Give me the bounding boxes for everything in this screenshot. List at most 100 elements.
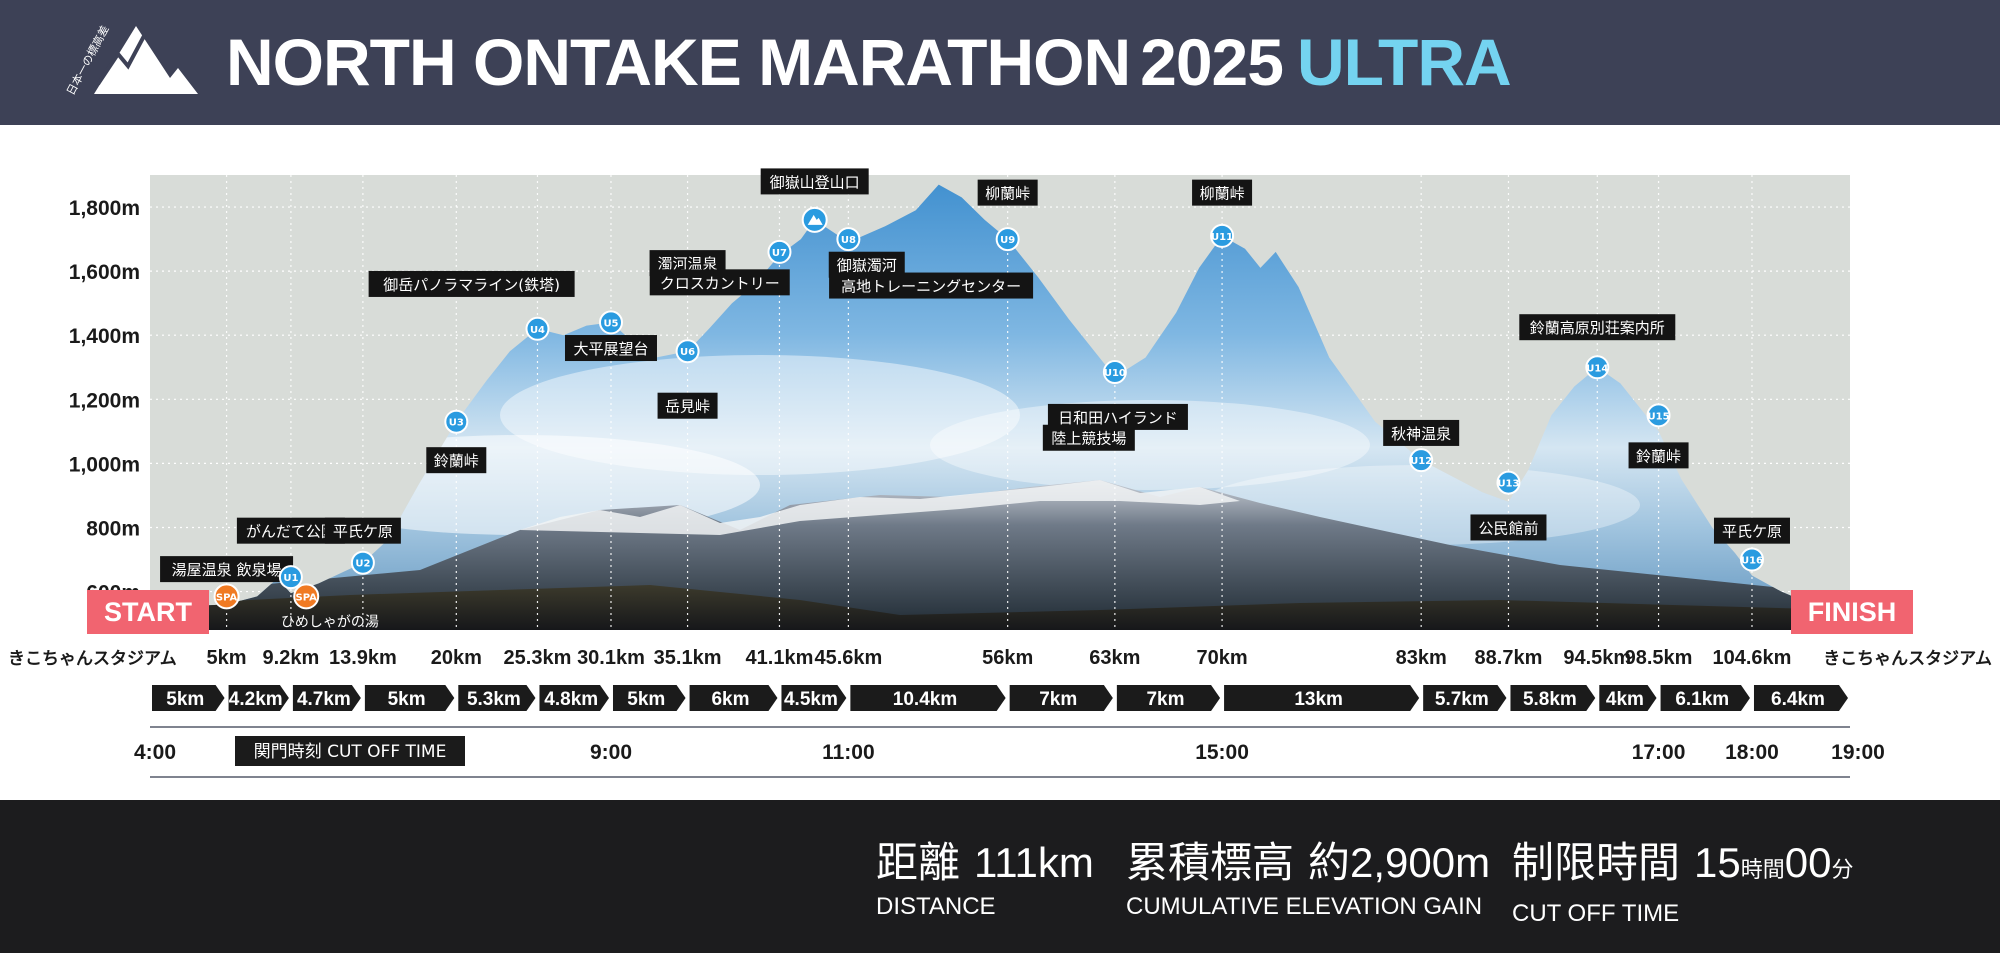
segment-label: 5km [627, 689, 665, 710]
mountain-icon [807, 214, 823, 225]
title-edition: ULTRA [1296, 25, 1512, 99]
aid-station-marker [1102, 360, 1127, 385]
finish-label: FINISH [1808, 597, 1897, 627]
segment-label: 6.1km [1675, 689, 1729, 710]
annotation-label: 日和田ハイランド [1058, 409, 1178, 427]
segment-label: 13km [1294, 689, 1343, 710]
checkpoint-lines [225, 175, 1753, 780]
segment-arrow [1423, 685, 1507, 711]
segment-arrow [1660, 685, 1750, 711]
aid-station-marker [1496, 470, 1521, 495]
cutoff-time: 18:00 [1725, 741, 1779, 764]
aid-station-label: U16 [1741, 556, 1763, 567]
segment-arrow [292, 685, 361, 711]
aid-station-label: U4 [530, 325, 545, 336]
annotation-label: 陸上競技場 [1051, 430, 1126, 448]
annotation-label: 飲泉場 [287, 631, 329, 648]
aid-station-label: U6 [680, 347, 695, 358]
aid-station-marker [278, 565, 303, 590]
annotation-label: 平氏ケ原 [1722, 523, 1782, 541]
elevation-stat: 累積標高 約2,900m CUMULATIVE ELEVATION GAIN [1126, 838, 1490, 922]
annotation-label: 鈴蘭峠 [1636, 447, 1681, 465]
aid-station-label: U15 [1648, 411, 1670, 422]
km-label: 25.3km [504, 647, 572, 669]
cutoff-label: 制限時間 [1512, 839, 1681, 886]
cutoff-time: 19:00 [1831, 741, 1885, 764]
segment-label: 5km [388, 689, 426, 710]
mountain-logo-icon: 日本一の標高差 [64, 23, 198, 97]
km-label: きこちゃんスタジアム [8, 649, 177, 668]
cutoff-label-box [235, 736, 465, 766]
aid-station-label: U7 [772, 248, 787, 259]
distance-stat: 距離 111km DISTANCE [876, 838, 1094, 922]
annotation-label: 大平展望台 [573, 340, 648, 358]
spa-marker [293, 583, 320, 610]
km-label: 45.6km [814, 647, 882, 669]
title-year: 2025 [1140, 25, 1284, 99]
km-label: 13.9km [329, 647, 397, 669]
cutoff-time: 4:00 [134, 741, 176, 764]
cutoff-label: 関門時刻 CUT OFF TIME [254, 742, 447, 762]
aid-station-label: U14 [1586, 363, 1608, 374]
aid-station-marker [767, 239, 792, 264]
annotation-box [324, 517, 401, 544]
annotation-label: 鈴蘭高原別荘案内所 [1530, 319, 1665, 337]
annotation-label: がんだて公園 [246, 523, 336, 541]
segment-label: 5.8km [1523, 689, 1577, 710]
annotation-box [160, 556, 294, 583]
start-badge [87, 590, 209, 634]
aid-station-marker [836, 227, 861, 252]
aid-station-label: U12 [1410, 456, 1432, 467]
elevation-en: CUMULATIVE ELEVATION GAIN [1126, 893, 1483, 920]
annotation-box [564, 335, 657, 362]
annotation-label: ひめしゃがの湯 [281, 613, 379, 630]
km-label: 30.1km [577, 647, 645, 669]
cutoff-row: 関門時刻 CUT OFF TIME 4:00 9:00 11:00 15:00 17:00… [134, 726, 1885, 778]
aid-station-label: U9 [1000, 235, 1015, 246]
segment-arrow [689, 685, 778, 711]
y-tick-label: 1,200m [69, 389, 140, 412]
annotation-box [1628, 442, 1689, 469]
annotation-label: 公民館前 [1478, 519, 1538, 537]
segment-arrow [1009, 685, 1113, 711]
segment-arrow [1116, 685, 1221, 711]
start-label: START [104, 597, 192, 627]
aid-station-label: U11 [1211, 232, 1233, 243]
aid-station-label: U2 [355, 559, 370, 570]
annotation-label: 高地トレーニングセンター [841, 278, 1021, 296]
segment-arrow [364, 685, 455, 711]
segment-label: 4.7km [297, 689, 351, 710]
segment-arrow [228, 685, 289, 711]
cutoff-stat: 制限時間 15時間00分 CUT OFF TIME [1512, 838, 1853, 929]
annotation-labels: 湯屋温泉 飲泉場がんだて公園平氏ケ原ひめしゃがの湯飲泉場鈴蘭峠御岳パノラマライン… [160, 168, 1790, 648]
y-tick-label: 1,000m [69, 453, 140, 476]
aid-station-label: U8 [841, 235, 856, 246]
annotation-label: 御嶽山登山口 [770, 173, 860, 191]
spa-label: SPA [216, 592, 238, 603]
aid-station-marker [1739, 547, 1764, 572]
segment-arrow [1599, 685, 1657, 711]
segment-label: 5km [166, 689, 204, 710]
cutoff-time: 15:00 [1195, 741, 1249, 764]
aid-station-marker [350, 550, 375, 575]
aid-station-marker [1585, 355, 1610, 380]
segment-label: 6.4km [1771, 689, 1825, 710]
cutoff-time: 17:00 [1632, 741, 1686, 764]
aid-station-marker [1409, 448, 1434, 473]
annotation-label: 柳蘭峠 [985, 185, 1030, 203]
footer-stats: 距離 111km DISTANCE 累積標高 約2,900m CUMULATIVE … [0, 800, 2000, 953]
annotation-box [1519, 314, 1676, 341]
finish-badge [1791, 590, 1913, 634]
aid-station-marker [1646, 403, 1671, 428]
km-label: 104.6km [1712, 647, 1791, 669]
km-label: 5km [207, 647, 247, 669]
aid-station-marker [598, 310, 623, 335]
annotation-box [426, 447, 487, 474]
elevation-value: 約2,900m [1308, 839, 1491, 886]
cutoff-hours-unit: 時間 [1740, 857, 1785, 882]
annotation-box [1713, 517, 1790, 544]
km-label: 35.1km [654, 647, 722, 669]
aid-station-marker [995, 227, 1020, 252]
annotation-box [1470, 514, 1547, 541]
